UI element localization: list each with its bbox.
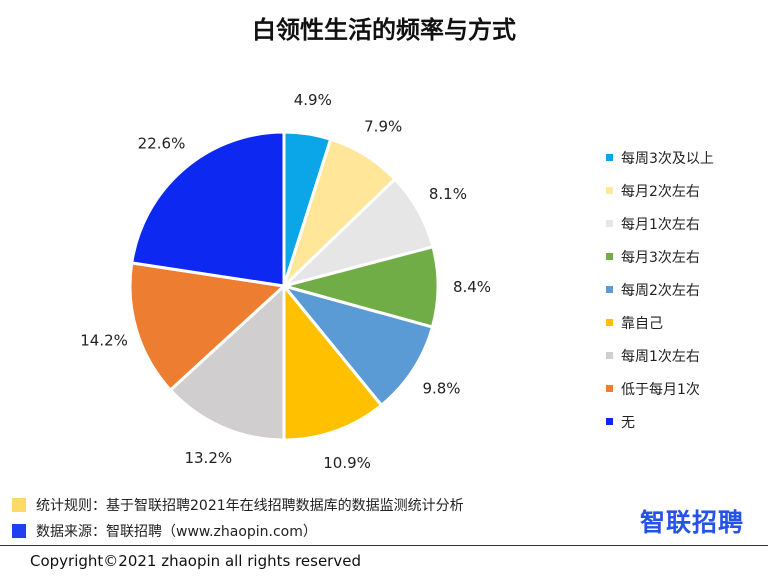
chart-legend: 每周3次及以上 每月2次左右 每月1次左右 每月3次左右 每周2次左右 靠自己每周1次左右… bbox=[606, 141, 714, 438]
footer-divider bbox=[0, 545, 768, 546]
pie-slice bbox=[168, 284, 286, 442]
legend-swatch bbox=[606, 253, 613, 260]
slice-value-label: 14.2% bbox=[80, 332, 128, 350]
copyright-text: Copyright©2021 zhaopin all rights reserv… bbox=[30, 552, 361, 570]
legend-label: 无 bbox=[621, 414, 635, 431]
legend-swatch bbox=[606, 385, 613, 392]
chart-title: 白领性生活的频率与方式 bbox=[252, 16, 516, 44]
pie-slice bbox=[282, 284, 434, 407]
legend-item: 每周3次及以上 bbox=[606, 141, 714, 174]
slice-value-label: 4.9% bbox=[294, 91, 332, 109]
slice-value-label: 8.1% bbox=[429, 185, 467, 203]
legend-item: 低于每月1次 bbox=[606, 372, 714, 405]
legend-label: 低于每月1次 bbox=[621, 381, 700, 398]
legend-swatch bbox=[606, 154, 613, 161]
legend-label: 每月3次左右 bbox=[621, 249, 700, 266]
legend-item: 无 bbox=[606, 405, 714, 438]
slice-value-label: 8.4% bbox=[453, 278, 491, 296]
legend-item: 每周1次左右 bbox=[606, 339, 714, 372]
legend-item: 每月2次左右 bbox=[606, 174, 714, 207]
slice-value-label: 10.9% bbox=[323, 454, 371, 472]
legend-item: 靠自己 bbox=[606, 306, 714, 339]
legend-label: 靠自己 bbox=[621, 315, 663, 332]
legend-swatch bbox=[606, 319, 613, 326]
slice-value-label: 22.6% bbox=[138, 134, 186, 152]
source-note-text: 数据来源：智联招聘（www.zhaopin.com） bbox=[36, 524, 317, 540]
pie-slice bbox=[130, 130, 286, 288]
legend-label: 每周3次及以上 bbox=[621, 150, 714, 167]
slice-value-label: 7.9% bbox=[364, 117, 402, 135]
pie-slice bbox=[128, 261, 286, 392]
legend-item: 每月3次左右 bbox=[606, 240, 714, 273]
statistics-rule-note: 统计规则：基于智联招聘2021年在线招聘数据库的数据监测统计分析 bbox=[12, 495, 464, 515]
legend-item: 每月1次左右 bbox=[606, 207, 714, 240]
legend-swatch bbox=[606, 220, 613, 227]
rule-note-text: 统计规则：基于智联招聘2021年在线招聘数据库的数据监测统计分析 bbox=[36, 498, 464, 514]
data-source-note: 数据来源：智联招聘（www.zhaopin.com） bbox=[12, 521, 317, 541]
legend-swatch bbox=[606, 187, 613, 194]
pie-slice bbox=[282, 284, 383, 442]
pie-chart: 4.9% 7.9% 8.1% 8.4% 9.8% 10.9% 13.2% 14.2% 22.6% bbox=[80, 91, 491, 472]
legend-label: 每周1次左右 bbox=[621, 348, 700, 365]
slice-value-label: 13.2% bbox=[184, 449, 232, 467]
legend-swatch bbox=[606, 286, 613, 293]
legend-swatch bbox=[606, 352, 613, 359]
legend-label: 每周2次左右 bbox=[621, 282, 700, 299]
legend-label: 每月1次左右 bbox=[621, 216, 700, 233]
slice-value-label: 9.8% bbox=[422, 380, 460, 398]
legend-swatch bbox=[606, 418, 613, 425]
source-swatch bbox=[12, 524, 26, 538]
legend-label: 每月2次左右 bbox=[621, 183, 700, 200]
zhaopin-logo: 智联招聘 bbox=[640, 508, 745, 537]
legend-item: 每周2次左右 bbox=[606, 273, 714, 306]
rule-swatch bbox=[12, 498, 26, 512]
